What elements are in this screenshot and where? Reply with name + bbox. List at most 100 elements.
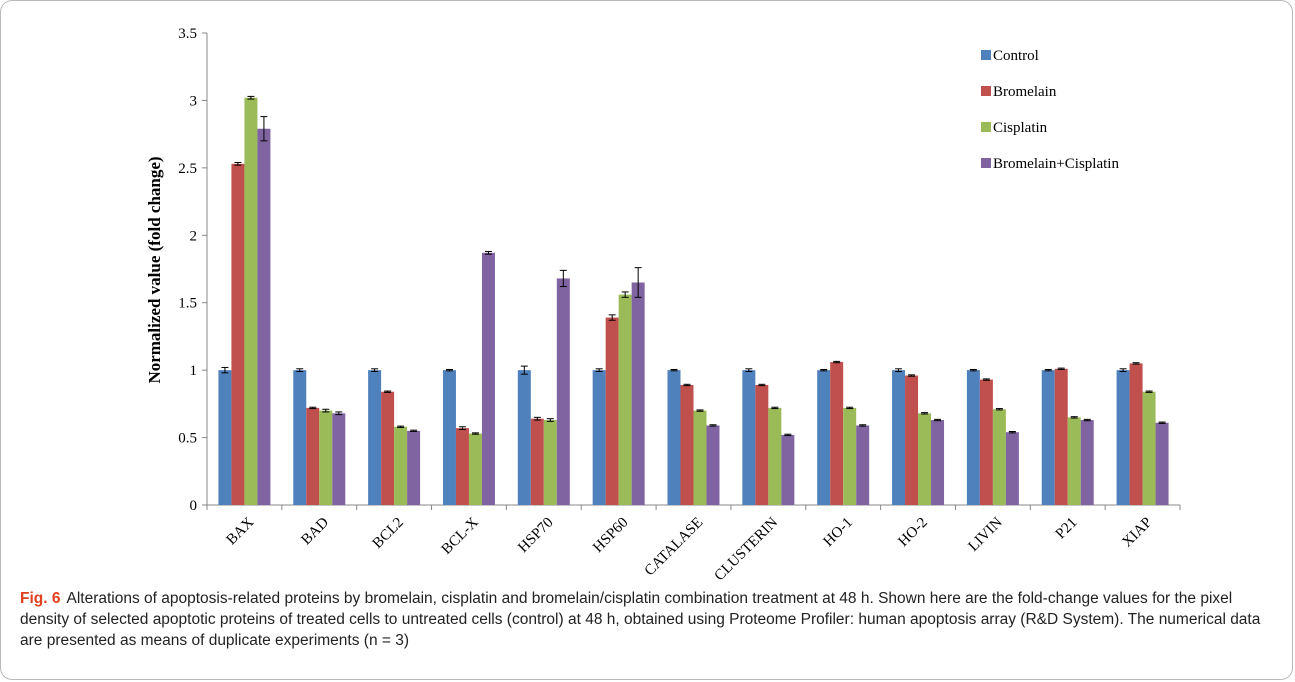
- bar-xiap-3: [1155, 422, 1169, 505]
- bar-bad-3: [332, 413, 346, 505]
- legend-swatch: [981, 50, 991, 60]
- bar-clusterin-1: [755, 384, 769, 505]
- error-bar: [296, 368, 304, 372]
- bar-bcl2-0: [368, 370, 382, 505]
- legend-swatch: [981, 122, 991, 132]
- bar-hsp60-2: [618, 294, 632, 505]
- error-bar: [995, 408, 1003, 411]
- legend-label: Bromelain+Cisplatin: [993, 156, 1119, 172]
- error-bar: [309, 406, 317, 410]
- error-bar: [260, 116, 268, 142]
- legend-label: Bromelain: [993, 84, 1057, 100]
- error-bar: [445, 368, 453, 372]
- y-tick-label: 0: [190, 498, 198, 514]
- error-bar: [859, 424, 867, 427]
- bar-ho-2-0: [892, 370, 906, 505]
- error-bar: [820, 368, 828, 372]
- bar-ho-2-1: [905, 375, 919, 505]
- x-tick-label: LIVIN: [966, 514, 1006, 554]
- bar-bad-0: [293, 370, 307, 505]
- error-bar: [1070, 416, 1078, 419]
- x-tick-label: BAD: [298, 514, 332, 548]
- error-bar: [559, 269, 567, 288]
- bar-clusterin-2: [768, 407, 782, 505]
- bar-ho-1-0: [817, 370, 831, 505]
- bar-clusterin-3: [781, 434, 795, 505]
- error-bar: [484, 250, 492, 255]
- x-tick-label: HSP60: [590, 515, 631, 556]
- error-bar: [1132, 362, 1140, 365]
- bar-hsp70-1: [530, 418, 544, 505]
- error-bar: [410, 429, 418, 433]
- bar-bcl2-2: [394, 426, 408, 505]
- bar-p21-1: [1054, 368, 1068, 505]
- error-bar: [982, 378, 990, 381]
- x-tick-label: BCL-X: [439, 514, 482, 557]
- bar-bcl-x-1: [455, 428, 469, 505]
- x-axis: BAX BAD BCL2 BCL-X HSP70 HSP60 CATALASE CLUSTER…: [206, 504, 1181, 584]
- error-bar: [709, 424, 717, 427]
- error-bar: [471, 432, 479, 435]
- error-bar: [1119, 368, 1127, 372]
- error-bar: [745, 368, 753, 372]
- error-bar: [784, 433, 792, 437]
- bar-bad-1: [306, 407, 320, 505]
- y-tick-label: 0.5: [178, 431, 197, 447]
- bar-livin-1: [979, 379, 993, 505]
- error-bar: [397, 425, 405, 428]
- error-bar: [221, 366, 229, 374]
- error-bar: [758, 383, 766, 387]
- x-tick-label: HSP70: [515, 515, 556, 556]
- x-tick-label: CATALASE: [642, 515, 707, 580]
- bar-livin-0: [966, 370, 980, 505]
- error-bar: [322, 408, 330, 413]
- error-bar: [771, 406, 779, 410]
- y-tick-label: 2: [190, 228, 198, 244]
- error-bar: [520, 365, 528, 375]
- bar-hsp70-0: [517, 370, 531, 505]
- y-tick-label: 2.5: [178, 161, 197, 177]
- error-bar: [969, 368, 977, 372]
- error-bar: [1145, 390, 1153, 393]
- bar-p21-0: [1041, 370, 1055, 505]
- x-tick-label: CLUSTERIN: [712, 514, 782, 584]
- bar-hsp60-1: [605, 317, 619, 505]
- figure-label: Fig. 6: [20, 590, 61, 607]
- legend-swatch: [981, 86, 991, 96]
- error-bar: [670, 368, 678, 372]
- bar-ho-2-2: [918, 413, 932, 505]
- error-bar: [846, 406, 854, 410]
- error-bar: [683, 383, 691, 387]
- legend-item: Control: [981, 48, 1039, 64]
- error-bar: [1083, 418, 1091, 422]
- error-bar: [621, 291, 629, 298]
- x-tick-label: P21: [1053, 515, 1081, 543]
- bar-hsp60-3: [631, 282, 645, 505]
- y-tick-label: 1.5: [178, 296, 197, 312]
- error-bar: [234, 161, 242, 166]
- error-bar: [696, 409, 704, 412]
- bar-catalase-0: [667, 370, 681, 505]
- x-tick-label: XIAP: [1119, 515, 1155, 551]
- bar-catalase-3: [706, 425, 720, 505]
- y-tick-label: 1: [190, 363, 198, 379]
- error-bar: [533, 416, 541, 421]
- x-tick-label: HO-1: [821, 515, 856, 550]
- error-bar: [595, 368, 603, 372]
- error-bar: [247, 95, 255, 100]
- error-bar: [335, 411, 343, 416]
- bar-ho-2-3: [931, 420, 945, 505]
- bar-xiap-1: [1129, 363, 1143, 505]
- y-tick-label: 3: [190, 93, 198, 109]
- bar-bax-1: [231, 163, 245, 505]
- bar-livin-3: [1005, 432, 1019, 505]
- x-tick-label: HO-2: [895, 515, 930, 550]
- bar-bax-0: [218, 370, 232, 505]
- bar-ho-1-1: [830, 362, 844, 505]
- bar-xiap-2: [1142, 391, 1156, 505]
- bars: [218, 95, 1169, 505]
- error-bar: [384, 390, 392, 393]
- bar-clusterin-0: [742, 370, 756, 505]
- bar-ho-1-3: [856, 425, 870, 505]
- legend-item: Bromelain: [981, 84, 1057, 100]
